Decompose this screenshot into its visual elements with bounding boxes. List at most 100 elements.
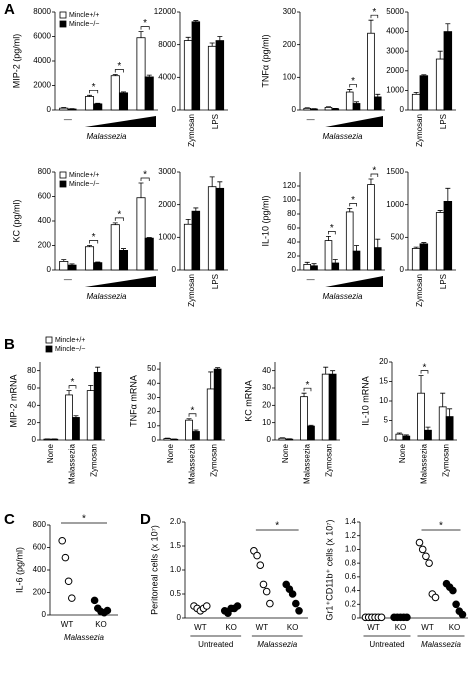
bar	[420, 76, 428, 110]
y-tick-label: 1000	[386, 200, 404, 209]
bar	[446, 417, 453, 440]
bar	[332, 109, 339, 110]
group-label: Untreated	[369, 640, 404, 649]
y-axis-label: IL-10 mRNA	[360, 376, 370, 426]
bar	[192, 211, 200, 270]
bar	[412, 94, 420, 110]
y-axis-label: TNFα (pg/ml)	[260, 34, 270, 87]
y-tick-label: 600	[38, 192, 52, 201]
error-bar	[217, 182, 222, 189]
group-label: Malassezia	[257, 640, 298, 649]
bar	[216, 188, 224, 270]
dose-ramp	[85, 116, 156, 127]
y-tick-label: 0.2	[345, 599, 357, 608]
bar	[216, 41, 224, 110]
x-tick-label: Malassezia	[188, 443, 197, 484]
bar	[308, 426, 315, 440]
bar	[94, 263, 102, 270]
dose-ramp	[85, 276, 156, 287]
x-tick-label: —	[307, 275, 315, 284]
error-bar	[375, 239, 380, 247]
y-tick-label: 2.0	[170, 517, 182, 526]
error-bar	[210, 43, 215, 46]
legend-label: Mincle−/−	[69, 181, 99, 188]
y-tick-label: 40	[147, 378, 156, 387]
bar	[68, 109, 76, 110]
bar	[332, 263, 339, 270]
x-tick-label: LPS	[439, 274, 448, 289]
bar	[346, 92, 353, 110]
data-point	[296, 608, 303, 615]
bar	[193, 431, 200, 440]
legend-label: Mincle−/−	[69, 21, 99, 28]
x-tick-label: KO	[95, 620, 107, 629]
error-bar	[419, 376, 424, 394]
error-bar	[447, 409, 452, 417]
x-axis-label: Malassezia	[86, 132, 127, 141]
y-tick-label: 0	[292, 265, 297, 274]
bar	[94, 104, 102, 110]
error-bar	[88, 385, 93, 390]
data-point	[423, 553, 430, 560]
bar	[208, 46, 216, 110]
bar	[111, 76, 119, 110]
significance-label: *	[117, 209, 121, 220]
bar	[208, 187, 216, 270]
x-tick-label: Zymosan	[187, 114, 196, 147]
legend-label: Mincle+/+	[69, 12, 99, 19]
y-tick-label: 0	[400, 265, 405, 274]
y-tick-label: 0	[172, 265, 177, 274]
y-tick-label: 0	[292, 105, 297, 114]
y-tick-label: 10	[379, 396, 388, 405]
y-tick-label: 0	[152, 435, 157, 444]
data-point	[450, 587, 457, 594]
data-point	[104, 607, 111, 614]
significance-label: *	[306, 380, 310, 391]
data-point	[426, 560, 433, 567]
group-label: Malassezia	[421, 640, 462, 649]
y-tick-label: 0	[352, 613, 357, 622]
y-tick-label: 0.5	[170, 589, 182, 598]
error-bar	[186, 37, 191, 40]
bar	[301, 397, 308, 440]
y-tick-label: 5000	[386, 7, 404, 16]
x-tick-label: KO	[449, 623, 461, 632]
y-tick-label: 20	[27, 418, 36, 427]
bar	[279, 438, 286, 440]
y-axis-label: TNFα mRNA	[128, 375, 138, 427]
data-point	[65, 578, 72, 585]
error-bar	[323, 367, 328, 374]
error-bar	[438, 51, 443, 59]
x-axis-label: Malassezia	[322, 292, 363, 301]
y-tick-label: 100	[283, 195, 297, 204]
y-tick-label: 20	[287, 251, 296, 260]
significance-label: *	[92, 232, 96, 243]
bar	[412, 248, 420, 270]
significance-label: *	[372, 166, 376, 177]
significance-label: *	[71, 377, 75, 388]
error-bar	[333, 260, 338, 264]
y-tick-label: 0.6	[345, 572, 357, 581]
error-bar	[208, 372, 213, 389]
error-bar	[186, 219, 191, 224]
y-tick-label: 300	[283, 7, 297, 16]
bar	[186, 420, 193, 440]
data-point	[234, 603, 241, 610]
x-axis-label: Malassezia	[86, 292, 127, 301]
bar	[85, 247, 93, 270]
x-tick-label: WT	[256, 623, 269, 632]
x-tick-label: Zymosan	[324, 444, 333, 477]
error-bar	[354, 246, 359, 252]
bar	[304, 264, 311, 270]
y-tick-label: 800	[38, 167, 52, 176]
bar	[368, 33, 375, 110]
legend-swatch	[60, 181, 66, 187]
y-tick-label: 4000	[158, 72, 176, 81]
bar	[184, 224, 192, 270]
data-point	[378, 614, 385, 621]
x-tick-label: Zymosan	[187, 274, 196, 307]
y-tick-label: 2000	[158, 200, 176, 209]
y-tick-label: 0	[42, 610, 47, 619]
y-tick-label: 0	[47, 265, 52, 274]
